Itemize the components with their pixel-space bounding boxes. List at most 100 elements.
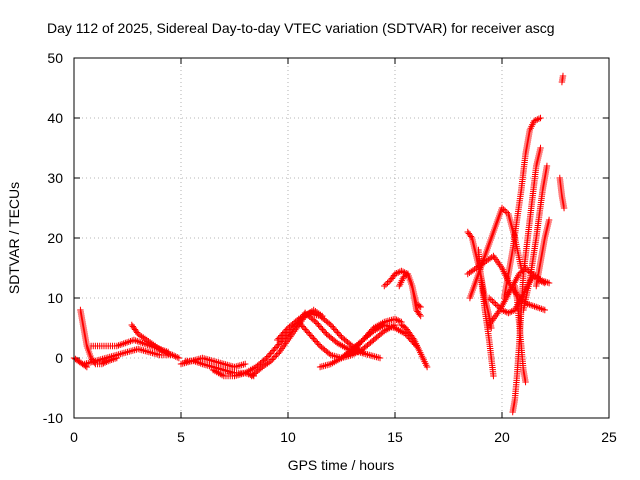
data-point: [257, 365, 264, 372]
data-point: [354, 342, 361, 350]
data-point: [298, 321, 305, 329]
data-series-s26: [511, 282, 529, 386]
data-point: [409, 335, 417, 342]
data-point: [391, 315, 399, 323]
data-point: [416, 311, 423, 318]
data-point: [485, 294, 493, 302]
data-point: [502, 308, 509, 315]
data-point: [395, 269, 402, 276]
data-series-s21: [475, 246, 497, 380]
plot-points: [70, 72, 568, 416]
data-point: [272, 344, 280, 351]
data-point: [170, 352, 178, 359]
data-point: [315, 321, 322, 329]
data-point: [539, 279, 547, 286]
data-point: [334, 329, 341, 336]
data-point: [560, 204, 568, 212]
data-point: [267, 357, 275, 365]
data-point: [320, 327, 328, 335]
data-series-s24: [500, 114, 544, 302]
data-point: [278, 332, 285, 339]
data-point: [381, 282, 388, 290]
data-point: [295, 318, 302, 326]
data-point: [500, 206, 507, 213]
x-tick-label: 5: [177, 429, 185, 445]
data-point: [350, 347, 357, 354]
data-point: [169, 351, 176, 359]
data-point: [347, 341, 354, 348]
data-point: [311, 317, 318, 324]
data-point: [276, 339, 284, 347]
data-point: [382, 281, 390, 288]
data-point: [376, 354, 384, 362]
data-point: [517, 269, 524, 276]
data-series-s28: [533, 216, 553, 290]
data-point: [269, 356, 276, 363]
data-point: [327, 321, 334, 329]
data-point: [302, 326, 309, 333]
data-point: [393, 316, 400, 323]
data-point: [398, 267, 405, 275]
data-point: [349, 348, 356, 356]
data-point: [493, 302, 501, 309]
data-point: [487, 296, 494, 303]
data-point: [280, 329, 288, 336]
data-point: [367, 327, 375, 335]
data-point: [310, 335, 317, 342]
data-series-s17: [398, 321, 431, 371]
y-tick-label: 40: [47, 110, 63, 126]
data-point: [313, 320, 321, 327]
data-point: [417, 312, 424, 320]
x-axis-title: GPS time / hours: [288, 457, 395, 473]
data-point: [274, 350, 282, 357]
y-tick-label: 20: [47, 230, 63, 246]
data-point: [242, 360, 249, 368]
data-point: [275, 335, 282, 342]
data-point: [502, 207, 509, 215]
data-point: [261, 356, 269, 363]
data-point: [535, 115, 543, 122]
data-point: [384, 279, 391, 287]
data-series-s25: [509, 144, 544, 416]
data-point: [311, 336, 318, 344]
data-point: [103, 358, 110, 365]
tick-labels: 0 5 10 15 20 25 -10 0 10 20 30 40 50: [43, 50, 617, 445]
data-point: [336, 332, 344, 339]
data-point: [545, 216, 553, 224]
data-point: [359, 336, 367, 344]
data-point: [351, 345, 359, 353]
data-point: [330, 324, 337, 332]
data-point: [273, 351, 280, 359]
data-point: [312, 338, 320, 345]
data-point: [263, 354, 270, 362]
x-tick-label: 15: [387, 429, 403, 445]
data-point: [361, 335, 368, 342]
data-point: [543, 162, 551, 170]
data-point: [396, 318, 404, 325]
data-point: [266, 351, 273, 359]
chart-title: Day 112 of 2025, Sidereal Day-to-day VTE…: [47, 20, 555, 36]
data-point: [355, 341, 363, 348]
data-point: [278, 338, 285, 345]
data-point: [399, 268, 407, 275]
data-point: [503, 209, 511, 216]
data-point: [506, 309, 514, 316]
data-point: [498, 204, 506, 212]
data-point: [423, 363, 431, 371]
data-point: [488, 324, 495, 332]
data-point: [100, 360, 107, 367]
data-point: [319, 326, 326, 333]
data-point: [541, 306, 548, 314]
data-point: [270, 354, 277, 362]
data-point: [271, 353, 279, 360]
data-point: [276, 333, 284, 341]
data-point: [530, 117, 538, 125]
data-point: [98, 360, 106, 368]
data-point: [357, 339, 364, 347]
data-point: [175, 354, 183, 362]
data-point: [395, 317, 402, 324]
x-tick-label: 0: [70, 429, 78, 445]
data-series-s8: [209, 309, 309, 380]
data-point: [358, 338, 365, 345]
data-point: [133, 329, 141, 336]
